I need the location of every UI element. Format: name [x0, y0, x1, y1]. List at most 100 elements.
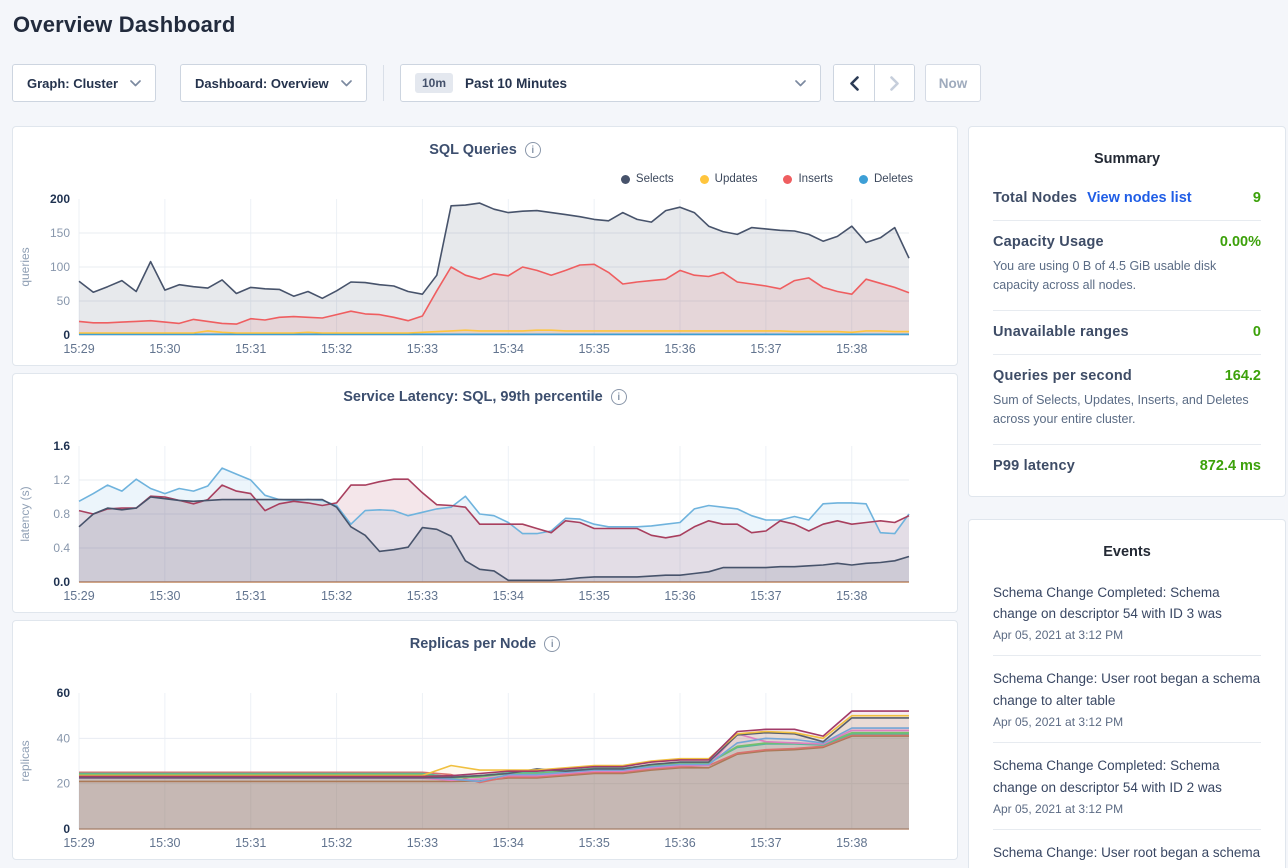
dashboard-dropdown-label: Dashboard: Overview — [195, 75, 329, 91]
svg-text:150: 150 — [50, 226, 70, 240]
service-latency-chart-card: Service Latency: SQL, 99th percentile i … — [12, 373, 958, 613]
legend-label: Inserts — [798, 173, 833, 185]
svg-text:60: 60 — [57, 686, 71, 700]
svg-text:15:30: 15:30 — [149, 589, 180, 603]
event-text: Schema Change: User root began a schema … — [993, 671, 1261, 709]
time-prev-button[interactable] — [834, 65, 874, 101]
svg-text:15:29: 15:29 — [63, 836, 94, 850]
event-text: Schema Change Completed: Schema change o… — [993, 584, 1222, 622]
info-icon[interactable]: i — [610, 389, 627, 405]
legend-item-selects[interactable]: Selects — [620, 173, 674, 185]
legend-label: Selects — [635, 173, 674, 185]
legend-item-updates[interactable]: Updates — [699, 173, 757, 185]
graph-dropdown[interactable]: Graph: Cluster — [12, 64, 156, 102]
svg-text:200: 200 — [50, 192, 70, 206]
sidebar: Summary Total Nodes View nodes list 9 Ca… — [968, 126, 1286, 868]
svg-text:15:30: 15:30 — [149, 342, 180, 356]
svg-text:15:38: 15:38 — [836, 589, 867, 603]
summary-description: You are using 0 B of 4.5 GiB usable disk… — [993, 259, 1217, 293]
svg-text:15:29: 15:29 — [63, 589, 94, 603]
svg-text:15:35: 15:35 — [579, 342, 610, 356]
service-latency-plot[interactable]: 15:29 15:30 15:31 15:32 15:33 15:34 15:35 15:36… — [13, 436, 957, 610]
chevron-down-icon — [795, 79, 806, 86]
summary-label: P99 latency — [993, 457, 1075, 474]
time-range-badge: 10m — [415, 73, 454, 93]
svg-text:15:31: 15:31 — [235, 836, 266, 850]
summary-row-queries-per-second: Queries per second 164.2 Sum of Selects,… — [993, 355, 1261, 445]
replicas-per-node-chart-card: Replicas per Node i 15:29 15:30 15:31 15:32… — [12, 620, 958, 860]
toolbar-divider — [383, 65, 384, 101]
replicas-per-node-plot[interactable]: 15:29 15:30 15:31 15:32 15:33 15:34 15:35 15:36… — [13, 683, 957, 857]
summary-value: 0.00% — [1219, 234, 1261, 250]
svg-text:15:35: 15:35 — [579, 589, 610, 603]
svg-text:15:36: 15:36 — [664, 836, 695, 850]
svg-text:15:37: 15:37 — [750, 342, 781, 356]
summary-row-total-nodes: Total Nodes View nodes list 9 — [993, 177, 1261, 221]
svg-text:15:36: 15:36 — [664, 342, 695, 356]
svg-text:15:37: 15:37 — [750, 836, 781, 850]
svg-text:15:32: 15:32 — [321, 836, 352, 850]
svg-text:queries: queries — [18, 247, 32, 286]
svg-text:15:29: 15:29 — [63, 342, 94, 356]
event-item: Schema Change: User root began a schema … — [993, 830, 1261, 868]
dashboard-toolbar: Graph: Cluster Dashboard: Overview 10m P… — [12, 64, 1288, 102]
legend-item-deletes[interactable]: Deletes — [859, 173, 913, 185]
summary-value: 164.2 — [1224, 367, 1261, 384]
chevron-down-icon — [341, 79, 352, 86]
svg-text:0.4: 0.4 — [53, 541, 70, 555]
legend-dot — [859, 174, 868, 184]
svg-text:15:36: 15:36 — [664, 589, 695, 603]
chart-legend: Selects Updates Inserts Deletes — [620, 173, 913, 185]
svg-text:0: 0 — [63, 822, 70, 836]
svg-text:0.8: 0.8 — [53, 507, 70, 521]
svg-text:15:33: 15:33 — [407, 342, 438, 356]
svg-text:50: 50 — [57, 294, 71, 308]
summary-value: 9 — [1252, 190, 1261, 206]
svg-text:15:33: 15:33 — [407, 836, 438, 850]
summary-value: 872.4 ms — [1199, 457, 1261, 474]
event-item: Schema Change: User root began a schema … — [993, 656, 1261, 743]
view-nodes-list-link[interactable]: View nodes list — [1087, 190, 1192, 206]
events-card: Events Schema Change Completed: Schema c… — [968, 518, 1286, 868]
time-range-dropdown[interactable]: 10m Past 10 Minutes — [400, 64, 821, 102]
chevron-down-icon — [130, 79, 141, 86]
svg-text:15:32: 15:32 — [321, 589, 352, 603]
info-icon[interactable]: i — [524, 142, 541, 158]
event-item: Schema Change Completed: Schema change o… — [993, 743, 1261, 830]
svg-text:0: 0 — [63, 328, 70, 342]
svg-text:15:35: 15:35 — [579, 836, 610, 850]
summary-label: Unavailable ranges — [993, 323, 1129, 340]
event-text: Schema Change Completed: Schema change o… — [993, 757, 1222, 795]
svg-text:15:31: 15:31 — [235, 589, 266, 603]
legend-dot — [699, 174, 709, 184]
event-timestamp: Apr 05, 2021 at 3:12 PM — [993, 628, 1124, 643]
svg-text:1.6: 1.6 — [53, 439, 70, 453]
chart-title: Service Latency: SQL, 99th percentile — [343, 389, 603, 405]
legend-label: Deletes — [874, 173, 913, 185]
summary-label: Queries per second — [993, 367, 1132, 384]
svg-text:15:33: 15:33 — [407, 589, 438, 603]
now-button[interactable]: Now — [925, 64, 981, 102]
chart-title: Replicas per Node — [409, 636, 537, 652]
svg-text:latency (s): latency (s) — [18, 486, 32, 541]
events-title: Events — [1103, 543, 1151, 560]
legend-item-inserts[interactable]: Inserts — [783, 173, 833, 185]
summary-value: 0 — [1252, 323, 1261, 340]
graph-dropdown-label: Graph: Cluster — [27, 75, 119, 91]
time-nav-group — [833, 64, 915, 102]
svg-text:40: 40 — [57, 731, 71, 745]
svg-text:100: 100 — [50, 260, 70, 274]
event-item: Schema Change Completed: Schema change o… — [993, 570, 1261, 657]
summary-title: Summary — [1093, 151, 1161, 167]
dashboard-dropdown[interactable]: Dashboard: Overview — [180, 64, 367, 102]
time-next-button[interactable] — [874, 65, 914, 101]
svg-text:15:38: 15:38 — [836, 342, 867, 356]
chevron-right-icon — [890, 75, 899, 91]
legend-dot — [620, 174, 630, 184]
chart-title: SQL Queries — [429, 142, 517, 158]
svg-text:replicas: replicas — [18, 740, 32, 781]
svg-text:1.2: 1.2 — [53, 473, 70, 487]
sql-queries-plot[interactable]: 15:29 15:30 15:31 15:32 15:33 15:34 15:35 15:36… — [13, 189, 957, 363]
info-icon[interactable]: i — [544, 636, 561, 652]
